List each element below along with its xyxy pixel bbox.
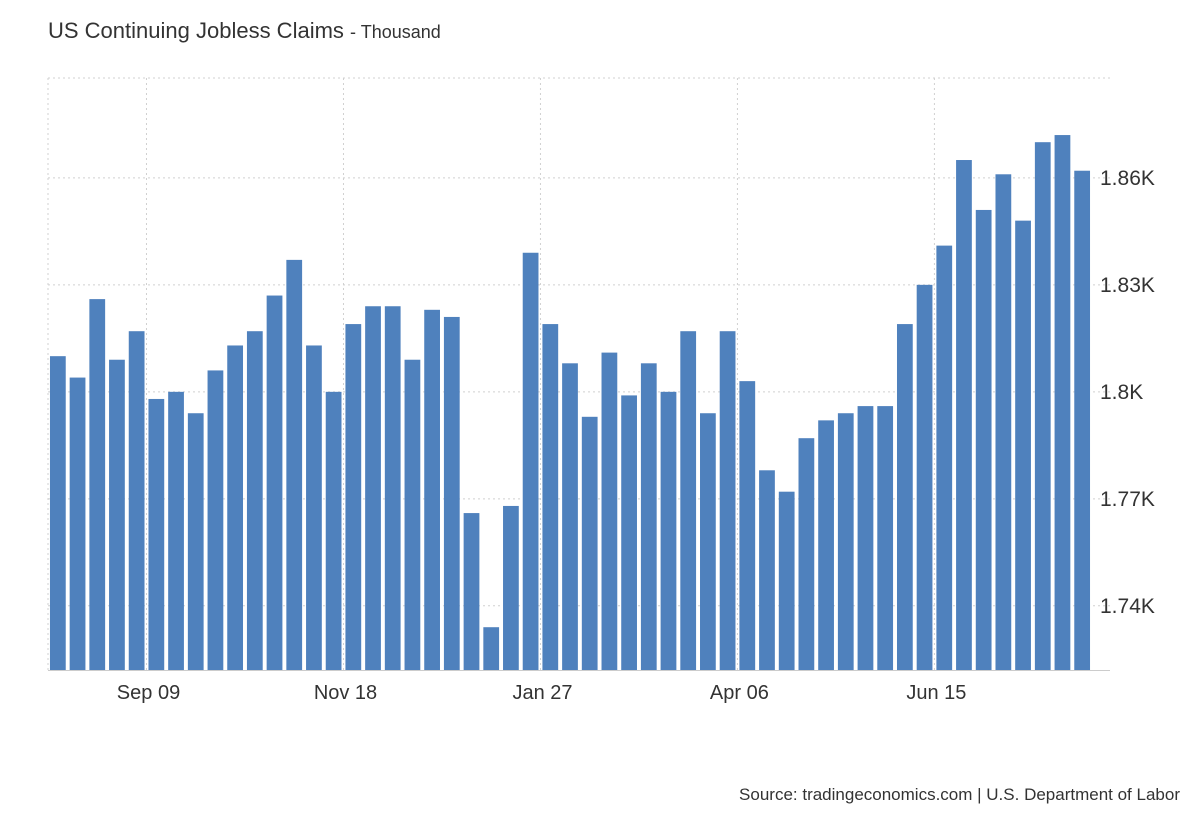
bar [345,324,362,670]
bar [483,627,500,670]
bar [562,363,578,670]
bar [857,406,874,670]
bar [1034,142,1051,670]
bar [956,160,972,670]
bar [542,324,559,670]
bar [109,359,125,670]
bar [207,370,224,670]
y-tick-label: 1.77K [1100,488,1155,511]
bar [49,356,66,670]
bar [837,413,854,670]
bar [700,413,716,670]
x-tick-label: Apr 06 [710,682,769,704]
bar [778,491,795,670]
bar [719,331,736,670]
bar [89,299,106,670]
y-tick-label: 1.83K [1100,274,1155,297]
bar [916,284,933,670]
bar [187,413,204,670]
bar [404,359,421,670]
y-tick-label: 1.74K [1100,595,1155,618]
bar [69,377,86,670]
bar [680,331,697,670]
bar [660,391,677,670]
bar [246,331,263,670]
bar [1015,220,1031,670]
bar [975,209,992,670]
bar [995,174,1012,671]
bar [148,398,165,670]
x-tick-label: Jun 15 [906,682,966,704]
bar [621,395,637,670]
bar [759,470,775,670]
bar [365,306,381,670]
bar [581,416,598,670]
bar [896,324,913,670]
y-tick-label: 1.8K [1100,381,1143,404]
bar [227,345,244,670]
bar [384,306,401,670]
bar-chart: 1.74K 1.77K 1.8K 1.83K 1.86K Sep 09 Nov 18 Jan … [47,77,1155,704]
x-tick-label: Jan 27 [512,682,572,704]
bar [443,316,460,670]
bar [1074,170,1091,670]
chart-subtitle: - Thousand [350,22,441,42]
bar [503,505,519,670]
chart-title: US Continuing Jobless Claims [48,18,344,43]
source-note: Source: tradingeconomics.com | U.S. Depa… [739,785,1180,804]
bar [168,391,184,670]
bar [424,309,440,670]
bar [522,252,539,670]
bar [306,345,322,670]
chart-title-block: US Continuing Jobless Claims - Thousand [48,18,441,44]
bar [601,352,618,670]
bar [798,438,815,670]
x-tick-label: Sep 09 [117,682,180,704]
bar [1054,135,1071,670]
bar [877,406,894,670]
bar [640,363,657,670]
bar [325,391,342,670]
bar [128,331,145,670]
bar [266,295,283,670]
bar [463,513,480,670]
bar [286,259,303,670]
x-tick-label: Nov 18 [314,682,377,704]
y-tick-label: 1.86K [1100,167,1155,190]
bar [818,420,834,670]
bar [936,245,953,671]
bar [739,381,756,670]
